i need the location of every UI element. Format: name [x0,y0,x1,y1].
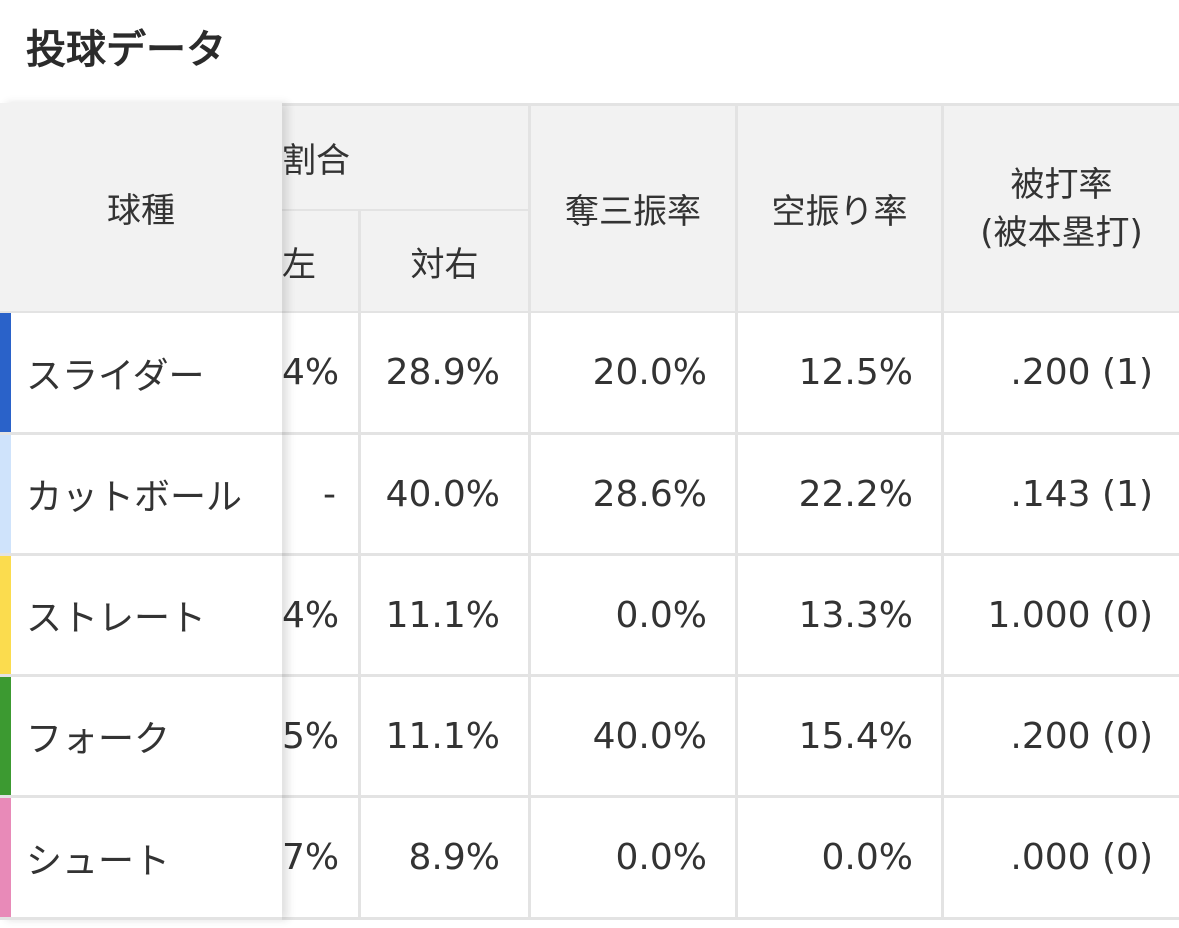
pitch-type-cell: ストレート [0,556,282,674]
header-whiff-rate: 空振り率 [738,106,941,311]
whiff-value: 15.4% [798,715,913,757]
whiff-value: 0.0% [821,837,913,878]
pitch-name: フォーク [26,719,171,760]
vs-left-value: 7% [282,837,340,878]
pitch-name: シュート [26,840,171,882]
whiff-cell: 0.0% [738,798,941,917]
vs-right-value: 8.9% [408,837,500,878]
strikeout-cell: 40.0% [531,677,735,795]
header-vs-left: 左 [282,211,358,311]
vs-left-cell: 4% [282,313,358,432]
header-strikeout-label: 奪三振率 [565,192,701,232]
whiff-cell: 22.2% [738,435,941,553]
vs-left-value: 5% [282,715,340,757]
strikeout-cell: 28.6% [531,435,735,553]
header-ratio-group: 割合 [282,106,528,209]
batting-avg-value: 1.000 (0) [987,594,1154,636]
strikeout-value: 0.0% [615,837,707,878]
header-vs-right: 対右 [361,211,528,311]
strikeout-value: 20.0% [592,352,707,393]
pitch-color-swatch [0,313,11,432]
vs-left-cell: - [282,435,358,553]
vs-right-cell: 28.9% [361,313,528,432]
batting-avg-cell: 1.000 (0) [944,556,1179,674]
strikeout-cell: 0.0% [531,556,735,674]
batting-avg-value: .143 (1) [1010,473,1153,515]
batting-avg-cell: .143 (1) [944,435,1179,553]
pitch-name: カットボール [26,477,243,518]
pitch-color-swatch [0,435,11,553]
pitching-data-table: 割合 左 対右 奪三振率 空振り率 被打率 (被本塁打) 4% 28.9% 20… [0,103,1179,920]
vs-right-cell: 11.1% [361,677,528,795]
strikeout-value: 40.0% [592,715,707,757]
pitch-color-swatch [0,556,11,674]
vs-left-value: - [323,473,336,515]
batting-avg-cell: .200 (0) [944,677,1179,795]
whiff-cell: 13.3% [738,556,941,674]
strikeout-value: 0.0% [615,594,707,636]
header-vs-left-label: 左 [282,244,316,285]
whiff-value: 12.5% [798,352,913,393]
header-strikeout-rate: 奪三振率 [531,106,735,311]
header-pitch-type-label: 球種 [107,190,175,231]
pitch-color-swatch [0,798,11,917]
header-whiff-label: 空振り率 [771,192,908,232]
vs-right-cell: 40.0% [361,435,528,553]
page-title: 投球データ [26,27,226,73]
batting-avg-cell: .000 (0) [944,798,1179,917]
sticky-pitch-column: 球種 スライダー カットボール ストレート フォーク シュート [0,103,282,920]
strikeout-cell: 20.0% [531,313,735,432]
whiff-cell: 12.5% [738,313,941,432]
pitch-type-cell: カットボール [0,435,282,553]
header-ratio-label: 割合 [282,141,350,181]
vs-right-value: 11.1% [385,715,500,757]
whiff-cell: 15.4% [738,677,941,795]
vs-right-value: 40.0% [385,473,500,515]
vs-right-value: 11.1% [385,594,500,636]
header-vs-right-label: 対右 [410,244,479,285]
strikeout-value: 28.6% [592,473,707,515]
header-pitch-type: 球種 [0,103,282,311]
vs-left-cell: 7% [282,798,358,917]
pitch-name: スライダー [26,355,205,397]
header-batting-avg: 被打率 (被本塁打) [944,106,1179,311]
vs-left-value: 4% [282,352,340,393]
pitch-color-swatch [0,677,11,795]
vs-right-cell: 11.1% [361,556,528,674]
pitch-type-cell: スライダー [0,313,282,432]
batting-avg-value: .200 (0) [1010,715,1153,757]
whiff-value: 13.3% [798,594,913,636]
whiff-value: 22.2% [798,473,913,515]
batting-avg-cell: .200 (1) [944,313,1179,432]
vs-left-cell: 5% [282,677,358,795]
pitch-type-cell: フォーク [0,677,282,795]
vs-right-cell: 8.9% [361,798,528,917]
batting-avg-value: .200 (1) [1010,352,1153,393]
batting-avg-value: .000 (0) [1010,837,1153,878]
pitch-name: ストレート [26,598,207,639]
vs-left-value: 4% [282,594,340,636]
header-batting-avg-line2: (被本塁打) [980,212,1143,253]
strikeout-cell: 0.0% [531,798,735,917]
header-batting-avg-line1: 被打率 [1010,164,1113,205]
vs-right-value: 28.9% [385,352,500,393]
vs-left-cell: 4% [282,556,358,674]
pitch-type-cell: シュート [0,798,282,917]
